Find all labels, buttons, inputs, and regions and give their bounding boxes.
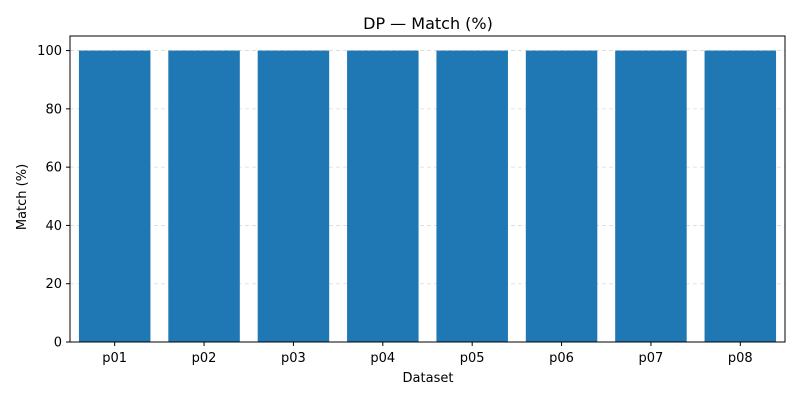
axes-layer [69, 35, 786, 343]
x-tick-label-p06: p06 [549, 351, 574, 366]
y-tick-label: 20 [45, 277, 62, 292]
y-axis-label: Match (%) [15, 164, 30, 230]
ticks-layer: 0 20 40 60 80 100 p01 p02 p03 p04 p05 p06 p07 p08 [37, 44, 753, 366]
y-tick-label: 40 [45, 219, 62, 234]
x-tick-label-p03: p03 [281, 351, 306, 366]
bar-p02 [168, 50, 240, 342]
y-tick-label: 0 [54, 336, 62, 351]
chart-title: DP — Match (%) [363, 14, 493, 33]
bars-layer [78, 50, 777, 342]
x-tick-label-p04: p04 [370, 351, 395, 366]
y-tick-label: 60 [45, 161, 62, 176]
y-tick-label: 80 [45, 102, 62, 117]
bar-p07 [615, 50, 687, 342]
bar-p08 [704, 50, 777, 342]
bar-p01 [78, 50, 151, 342]
bar-p04 [347, 50, 419, 342]
bar-p05 [436, 50, 508, 342]
x-tick-label-p07: p07 [639, 351, 664, 366]
y-tick-label: 100 [37, 44, 62, 59]
bar-p03 [257, 50, 330, 342]
x-tick-label-p05: p05 [460, 351, 485, 366]
x-axis-label: Dataset [403, 371, 454, 386]
bar-p06 [525, 50, 598, 342]
plot-frame [69, 35, 786, 343]
x-tick-label-p01: p01 [102, 351, 127, 366]
x-tick-label-p02: p02 [192, 351, 217, 366]
x-tick-label-p08: p08 [728, 351, 753, 366]
